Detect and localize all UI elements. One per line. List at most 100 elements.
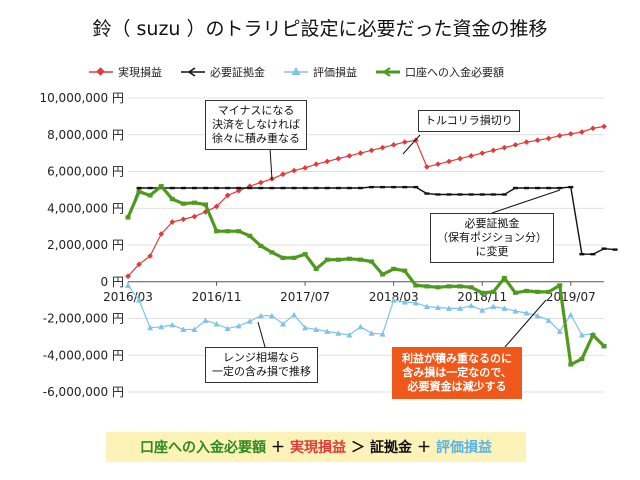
callout-deficit: マイナスになる 決済をしなければ 徐々に積み重なる [205,100,307,150]
point-unrealized [136,297,143,303]
point-unrealized [390,297,397,303]
callout-profit-note-line-1: 利益が積み重なるのに [402,352,512,365]
callout-margin-change-line-3: に変更 [475,245,509,258]
point-realized [191,213,198,220]
callout-leader [402,134,421,155]
callout-margin-change: 必要証拠金 （保有ポジション分） に変更 [430,213,554,263]
formula-unrealized: 評価損益 [436,440,492,456]
point-unrealized [213,321,220,327]
formula-margin: 証拠金 [370,440,412,456]
point-unrealized [523,309,530,316]
point-realized [512,142,519,148]
point-realized [258,179,264,186]
point-unrealized [468,302,475,309]
point-realized [368,147,375,154]
point-realized [324,158,331,165]
point-unrealized [180,326,187,333]
point-realized [401,139,408,145]
point-unrealized [423,303,430,310]
point-unrealized [224,325,231,332]
formula-greater-than: ＞ [351,440,365,456]
formula-plus-1: ＋ [271,440,285,456]
callout-leader [269,147,273,181]
callout-leader [257,321,266,348]
point-unrealized [324,328,331,334]
legend-label-deposit: 口座への入金必要額 [405,66,504,79]
legend-marker-realized [89,67,113,76]
point-unrealized [279,321,286,327]
callout-margin-change-line-2: （保有ポジション分） [437,231,547,244]
point-unrealized [291,311,298,318]
y-tick-label: 0 円 [101,275,124,289]
legend-label-unrealized: 評価損益 [313,66,357,79]
point-unrealized [302,324,309,331]
point-realized [158,231,165,237]
point-unrealized [490,303,497,310]
point-realized [424,164,430,170]
axis-layer: 10,000,000 円 8,000,000 円 6,000,000 円 4,000,… [39,91,595,399]
callout-deficit-line-3: 徐々に積み重なる [212,132,300,145]
callout-leader [491,189,561,214]
legend-item-margin: 必要証拠金 [180,64,265,80]
point-realized [523,139,530,145]
formula-realized: 実現損益 [290,440,346,456]
point-realized [335,155,342,162]
point-realized [224,192,231,199]
point-unrealized [368,330,375,336]
y-tick-label: 4,000,000 円 [47,201,124,215]
point-realized [579,129,585,135]
callout-close-line: トルコリラ損切り [425,114,513,127]
chart-legend: 実現損益 必要証拠金 評価損益 口座への入金必要額 [88,64,504,80]
point-unrealized [235,322,242,329]
point-unrealized [246,318,253,324]
x-tick-label: 2016/03 [103,290,153,304]
point-realized [379,144,386,151]
point-realized [556,132,563,139]
callout-leader [504,299,547,348]
point-realized [125,273,131,280]
y-tick-label: 10,000,000 円 [39,91,124,105]
point-realized [534,137,541,144]
point-realized [435,161,441,167]
point-realized [136,261,142,268]
point-unrealized [257,312,264,319]
legend-label-margin: 必要証拠金 [210,66,265,79]
y-tick-label: 2,000,000 円 [47,238,124,252]
y-tick-label: -4,000,000 円 [43,348,124,362]
point-realized [302,164,308,171]
point-unrealized [412,299,419,306]
callout-profit-note: 利益が積み重なるのに 含み損は一定なので、 必要資金は減少する [392,347,522,399]
legend-marker-unrealized [284,67,308,75]
point-realized [180,216,187,223]
callout-range: レンジ相場なら 一定の含み損で推移 [205,347,318,383]
point-unrealized [578,332,585,338]
point-unrealized [534,312,541,319]
point-unrealized [191,326,198,333]
point-unrealized [556,328,563,334]
y-tick-label: -2,000,000 円 [43,312,124,326]
legend-item-deposit: 口座への入金必要額 [375,64,504,80]
callout-range-line-1: レンジ相場なら [223,351,300,364]
point-realized [291,167,297,174]
point-realized [280,171,286,178]
x-tick-label: 2019/07 [546,290,596,304]
point-unrealized [379,331,386,337]
legend-marker-margin [181,67,205,77]
point-realized [490,147,497,154]
legend-item-realized: 実現損益 [88,64,162,80]
point-unrealized [169,321,176,328]
callout-leaders [257,134,561,348]
formula-deposit: 口座への入金必要額 [140,440,266,456]
x-tick-label: 2016/11 [192,290,242,304]
point-realized [457,155,463,162]
point-unrealized [125,282,131,288]
callout-profit-note-line-2: 含み損は一定なので、 [402,366,512,379]
point-unrealized [268,312,275,319]
point-unrealized [202,317,209,323]
point-realized [601,123,607,130]
formula-plus-2: ＋ [417,440,431,456]
point-unrealized [401,298,408,305]
callout-margin-change-line-1: 必要証拠金 [464,217,520,230]
point-realized [468,153,474,159]
point-unrealized [479,307,486,313]
